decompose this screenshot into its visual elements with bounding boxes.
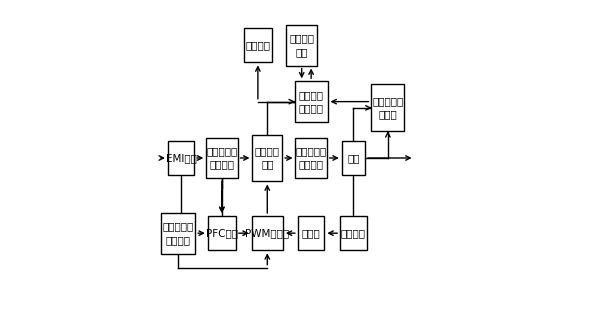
Bar <box>206 138 238 178</box>
Bar <box>168 141 195 175</box>
Bar <box>296 138 327 178</box>
Bar <box>251 216 283 250</box>
Bar <box>161 213 195 253</box>
Text: PWM控制器: PWM控制器 <box>245 228 290 238</box>
Bar <box>298 216 325 250</box>
Text: 输出电压采
集模块: 输出电压采 集模块 <box>372 96 403 119</box>
Bar <box>294 81 328 122</box>
Text: 功率变换
单元: 功率变换 单元 <box>255 146 280 170</box>
Text: 数据分析
模块: 数据分析 模块 <box>290 33 314 57</box>
Text: 开关电源
控制芯片: 开关电源 控制芯片 <box>299 90 323 113</box>
Text: 通信模块: 通信模块 <box>245 40 270 50</box>
Text: PFC单元: PFC单元 <box>206 228 238 238</box>
Text: EMI电路: EMI电路 <box>166 153 197 163</box>
Bar <box>253 135 282 181</box>
Text: 输出: 输出 <box>347 153 360 163</box>
Text: 输入过欠压
保护单元: 输入过欠压 保护单元 <box>163 222 193 245</box>
Bar <box>286 25 317 66</box>
Bar <box>244 28 272 63</box>
Bar <box>340 216 367 250</box>
Text: 第二整流、
滤波单元: 第二整流、 滤波单元 <box>296 146 326 170</box>
Bar <box>208 216 236 250</box>
Bar <box>371 84 404 131</box>
Bar <box>342 141 365 175</box>
Text: 取样模块: 取样模块 <box>341 228 366 238</box>
Text: 第一整流、
滤波单元: 第一整流、 滤波单元 <box>206 146 238 170</box>
Text: 稳压器: 稳压器 <box>302 228 320 238</box>
